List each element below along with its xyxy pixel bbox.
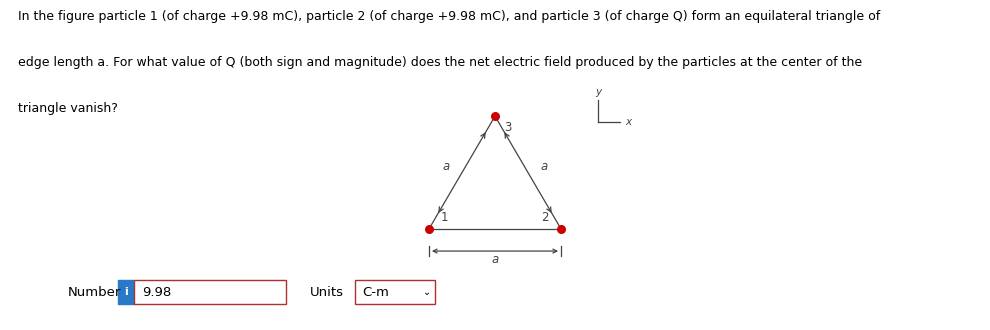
Text: 3: 3 <box>504 121 512 134</box>
Text: Units: Units <box>310 285 344 299</box>
Text: edge length a. For what value of Q (both sign and magnitude) does the net electr: edge length a. For what value of Q (both… <box>18 56 862 69</box>
FancyBboxPatch shape <box>134 280 286 304</box>
Text: 2: 2 <box>542 211 549 224</box>
FancyBboxPatch shape <box>355 280 435 304</box>
Text: 9.98: 9.98 <box>142 285 171 299</box>
Text: C-m: C-m <box>362 285 389 299</box>
Point <box>421 226 437 232</box>
Point <box>487 114 503 119</box>
Text: triangle vanish?: triangle vanish? <box>18 102 118 115</box>
Text: In the figure particle 1 (of charge +9.98 mC), particle 2 (of charge +9.98 mC), : In the figure particle 1 (of charge +9.9… <box>18 10 880 23</box>
Text: i: i <box>124 287 128 297</box>
FancyBboxPatch shape <box>118 280 134 304</box>
Text: y: y <box>595 87 601 97</box>
Text: 1: 1 <box>441 211 448 224</box>
Text: a: a <box>541 160 547 173</box>
Point <box>553 226 569 232</box>
Text: Number: Number <box>68 285 122 299</box>
Text: x: x <box>626 117 632 127</box>
Text: a: a <box>443 160 449 173</box>
Text: a: a <box>491 253 499 266</box>
Text: ⌄: ⌄ <box>423 287 431 297</box>
